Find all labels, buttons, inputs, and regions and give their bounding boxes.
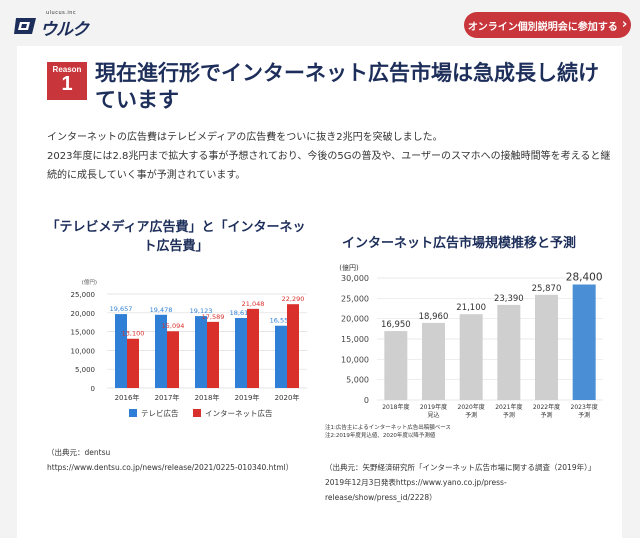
content-card: Reason 1 現在進行形でインターネット広告市場は急成長し続けています イン… — [17, 46, 622, 538]
x-tick-label: 2016年 — [115, 393, 140, 402]
logo-mark-icon — [14, 18, 36, 34]
site-header: ulucus.inc ウルクス オンライン個別説明会に参加する › — [0, 0, 640, 65]
y-axis-unit: (億円) — [339, 263, 359, 272]
bar-tv — [155, 314, 167, 388]
reason-badge-word: Reason — [52, 65, 82, 74]
data-label: 16,559 — [270, 317, 293, 325]
y-tick-label: 5,000 — [346, 376, 369, 385]
right-chart-note-1: 注1:広告主によるインターネット広告出稿額ベース — [325, 425, 451, 431]
x-tick-label: 2019年 — [235, 393, 260, 402]
y-tick-label: 10,000 — [341, 355, 369, 364]
y-tick-label: 20,000 — [341, 315, 369, 324]
reason-badge-number: 1 — [61, 73, 73, 95]
right-chart-note-2: 注2:2019年度見込値、2020年度以降予測値 — [325, 433, 436, 439]
y-axis-unit: (億円) — [82, 278, 97, 286]
x-tick-label: 予測 — [578, 411, 590, 419]
x-tick-label: 2019年度 — [420, 403, 447, 411]
x-tick-label: 2020年度 — [458, 403, 485, 411]
data-label: 16,950 — [381, 320, 411, 330]
y-tick-label: 0 — [91, 385, 95, 393]
bar-tv — [235, 318, 247, 388]
x-tick-label: 2021年度 — [495, 403, 522, 411]
bar-internet — [287, 304, 299, 388]
bar-tv — [115, 314, 127, 388]
bar-tv — [275, 325, 287, 388]
data-label: 18,612 — [230, 309, 253, 317]
logo-subtitle: ulucus.inc — [46, 10, 77, 16]
bar — [497, 304, 521, 400]
description-paragraph-1: インターネットの広告費はテレビメディアの広告費をついに抜き2兆円を突破しました。 — [47, 132, 443, 143]
bar-internet — [167, 331, 179, 388]
left-chart-title: 「テレビメディア広告費」と「インターネット広告費」 — [46, 220, 306, 254]
bar-internet — [207, 321, 219, 388]
y-tick-label: 25,000 — [341, 294, 369, 303]
legend-label: インターネット広告 — [205, 408, 273, 418]
bar — [384, 331, 408, 400]
data-label: 17,589 — [202, 313, 225, 321]
data-label: 19,657 — [110, 305, 133, 313]
bar — [572, 284, 596, 400]
x-tick-label: 2018年度 — [382, 403, 409, 411]
section-title: 現在進行形でインターネット広告市場は急成長し続けています — [95, 61, 599, 112]
x-tick-label: 2018年 — [195, 393, 220, 402]
chevron-right-icon: › — [621, 17, 628, 32]
x-tick-label: 2017年 — [155, 393, 180, 402]
data-label: 18,960 — [419, 312, 449, 322]
data-label: 13,100 — [122, 330, 145, 338]
data-label: 21,048 — [242, 300, 265, 308]
y-tick-label: 30,000 — [341, 274, 369, 283]
x-tick-label: 2020年 — [275, 393, 300, 402]
tv-vs-internet-ad-chart: (億円) 0 5,000 10,000 15,000 20,000 25,000 2016年 1… — [71, 278, 307, 418]
reason-badge: Reason 1 — [47, 62, 87, 100]
x-tick-label: 見込 — [427, 411, 439, 419]
data-label: 19,478 — [150, 306, 173, 314]
right-chart-title: インターネット広告市場規模推移と予測 — [341, 236, 576, 251]
x-tick-label: 2023年度 — [571, 403, 598, 411]
y-tick-label: 0 — [364, 396, 369, 405]
x-tick-label: 予測 — [540, 411, 552, 419]
y-tick-label: 10,000 — [71, 347, 96, 355]
bar-tv — [195, 316, 207, 388]
bar — [459, 314, 483, 400]
x-tick-label: 予測 — [503, 411, 515, 419]
online-briefing-button[interactable]: オンライン個別説明会に参加する › — [464, 12, 631, 38]
left-chart-source: （出典元：dentsu https://www.dentsu.co.jp/new… — [47, 448, 294, 472]
data-label: 19,123 — [190, 307, 213, 315]
legend-swatch — [193, 409, 201, 417]
y-tick-label: 15,000 — [71, 329, 96, 337]
y-tick-label: 25,000 — [71, 291, 96, 299]
data-label: 15,094 — [162, 322, 185, 330]
legend-label: テレビ広告 — [141, 408, 179, 418]
legend-swatch — [129, 409, 137, 417]
x-tick-label: 予測 — [465, 411, 477, 419]
cta-label: オンライン個別説明会に参加する — [467, 21, 618, 33]
bar-internet — [127, 338, 139, 388]
section-description: インターネットの広告費はテレビメディアの広告費をついに抜き2兆円を突破しました。… — [47, 128, 617, 185]
bar — [535, 294, 558, 400]
data-label: 25,870 — [532, 284, 562, 294]
y-tick-label: 15,000 — [341, 335, 369, 344]
bar-internet — [247, 308, 259, 388]
y-tick-label: 5,000 — [75, 366, 95, 374]
logo[interactable]: ulucus.inc ウルクス — [12, 9, 102, 65]
x-tick-label: 2022年度 — [533, 403, 560, 411]
right-chart-source: （出典元：矢野経済研究所「インターネット広告市場に関する調査（2019年）」20… — [325, 463, 596, 502]
data-label: 21,100 — [456, 303, 486, 313]
bar — [422, 322, 445, 400]
internet-ad-market-chart: (億円) 0 5,000 10,000 15,000 20,000 25,000 30,000… — [339, 263, 603, 419]
description-paragraph-2: 2023年度には2.8兆円まで拡大する事が予想されており、今後の5Gの普及や、ユ… — [47, 151, 611, 181]
data-label: 28,400 — [566, 272, 603, 284]
data-label: 22,290 — [282, 295, 305, 303]
data-label: 23,390 — [494, 294, 524, 304]
y-tick-label: 20,000 — [71, 310, 96, 318]
